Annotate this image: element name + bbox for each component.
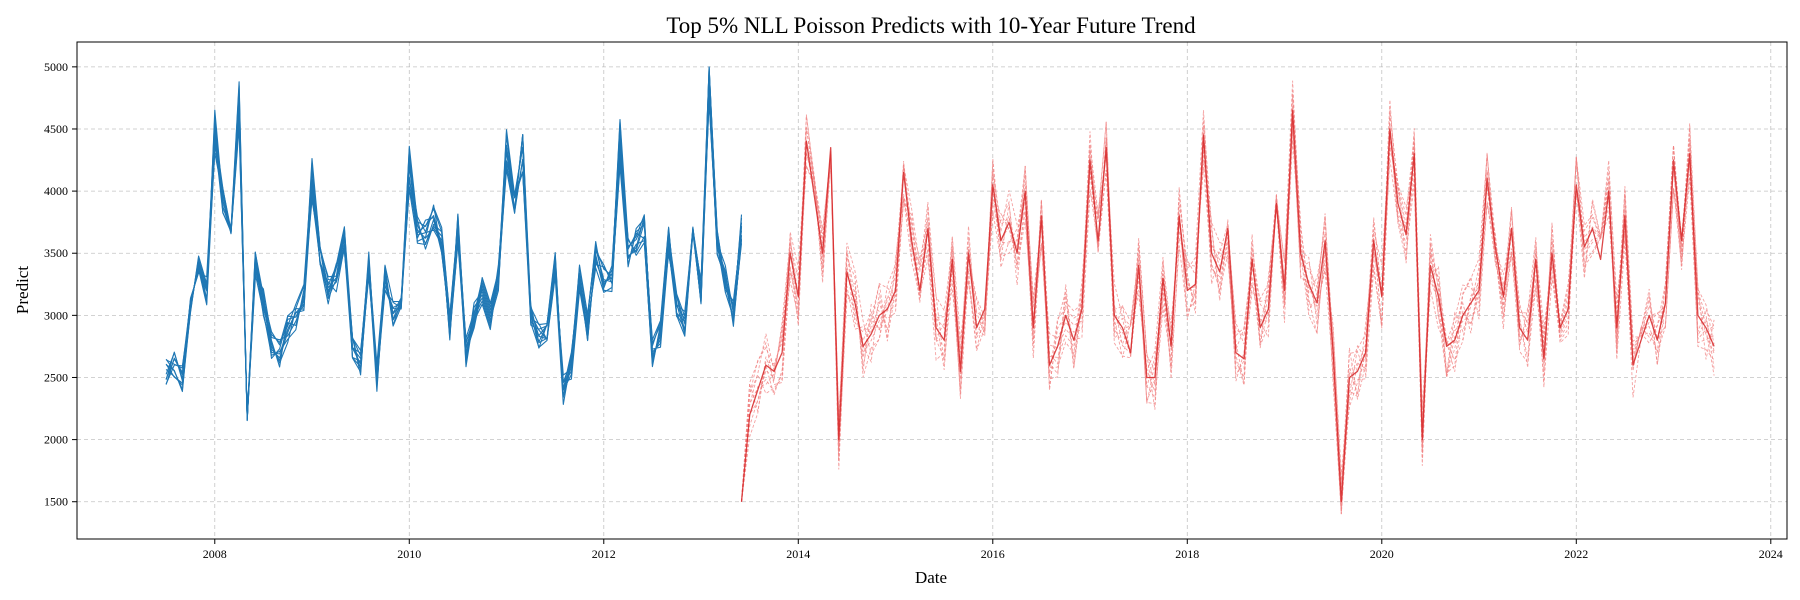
y-tick-label: 2500 — [44, 370, 68, 384]
x-tick-label: 2014 — [786, 547, 810, 561]
forecast-ensemble-line — [741, 114, 1715, 515]
forecast-ensemble-line — [741, 124, 1715, 515]
x-tick-label: 2024 — [1759, 547, 1783, 561]
history-prediction-line — [165, 98, 743, 418]
forecast-ensemble-line — [741, 120, 1715, 502]
history-prediction-line — [165, 75, 743, 418]
y-tick-label: 5000 — [44, 60, 68, 74]
x-tick-label: 2008 — [203, 547, 227, 561]
x-tick-label: 2020 — [1370, 547, 1394, 561]
history-prediction-line — [165, 78, 743, 420]
plot-frame — [76, 41, 1788, 540]
chart-title: Top 5% NLL Poisson Predicts with 10-Year… — [666, 13, 1196, 38]
y-tick-label: 4000 — [44, 184, 68, 198]
history-prediction-line — [165, 66, 743, 419]
y-tick-label: 4500 — [44, 122, 68, 136]
x-tick-label: 2018 — [1175, 547, 1199, 561]
x-tick-label: 2010 — [397, 547, 421, 561]
forecast-ensemble-line — [741, 114, 1715, 503]
history-prediction-line — [165, 90, 743, 420]
forecast-ensemble-line — [741, 80, 1715, 502]
history-prediction-line — [165, 81, 743, 422]
y-tick-label: 2000 — [44, 433, 68, 447]
x-tick-label: 2022 — [1564, 547, 1588, 561]
y-tick-label: 1500 — [44, 495, 68, 509]
forecast-trend-line — [740, 109, 1715, 503]
forecast-ensemble-line — [741, 105, 1715, 515]
history-prediction-line — [165, 86, 743, 418]
x-axis: 2008 2010 2012 2014 2016 2018 2020 2022 2024 — [203, 539, 1783, 561]
x-axis-label: Date — [915, 568, 947, 587]
y-tick-label: 3000 — [44, 308, 68, 322]
history-prediction-line — [165, 67, 743, 421]
forecast-ensemble-line — [741, 90, 1715, 502]
y-axis-label: Predict — [13, 266, 32, 314]
x-tick-label: 2012 — [592, 547, 616, 561]
y-tick-label: 3500 — [44, 246, 68, 260]
x-tick-label: 2016 — [981, 547, 1005, 561]
y-axis: 1500 2000 2500 3000 3500 4000 4500 5000 — [44, 60, 77, 509]
series-group — [165, 66, 1715, 515]
history-prediction-line — [165, 85, 743, 419]
history-prediction-line — [165, 66, 743, 421]
